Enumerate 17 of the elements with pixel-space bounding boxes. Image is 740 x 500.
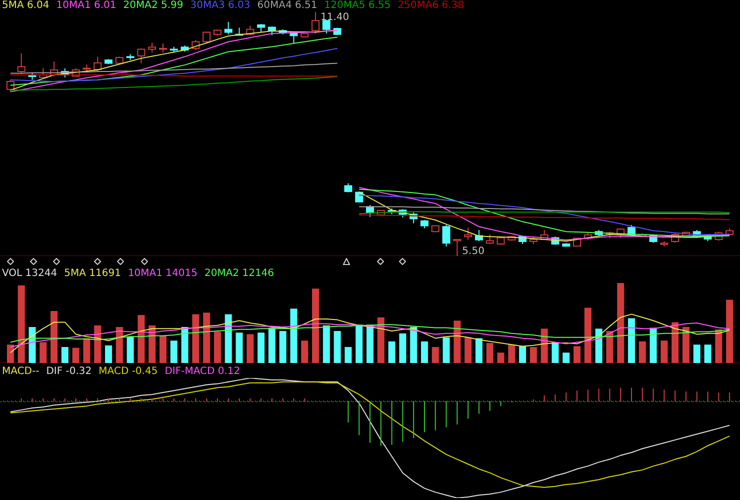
text: 20MA2 12146: [204, 268, 274, 279]
chart-title: MACD--: [2, 366, 40, 377]
text: 10MA1 6.01: [56, 0, 116, 11]
text: DIF-MACD 0.12: [164, 366, 240, 377]
annotation: 5.50: [462, 246, 484, 257]
text: 60MA4 6.51: [257, 0, 318, 11]
text: 10MA1 14015: [128, 268, 198, 279]
text: 120MA5 6.55: [324, 0, 391, 11]
text: 5MA 6.04: [2, 0, 50, 11]
annotation: 11.40: [320, 12, 350, 23]
text: 5MA 11691: [64, 268, 121, 279]
text: 30MA3 6.03: [190, 0, 250, 11]
text: 250MA6 6.38: [398, 0, 464, 11]
text: MACD -0.45: [98, 366, 158, 377]
text: 20MA2 5.99: [123, 0, 184, 11]
series-label: VOL 13244: [2, 268, 58, 279]
text: DIF -0.32: [46, 366, 92, 377]
